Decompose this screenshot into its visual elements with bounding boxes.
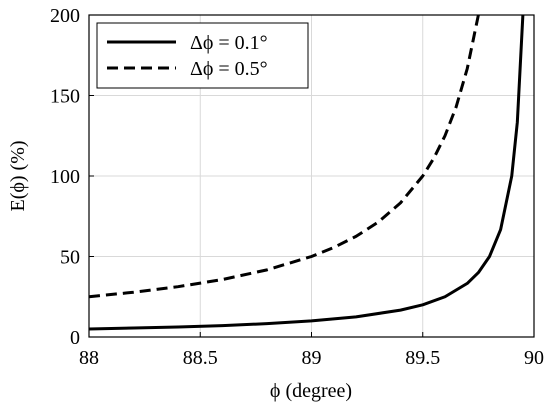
series-lines	[88, 14, 525, 331]
series-line-2	[88, 14, 480, 299]
x-tick-label: 89.5	[405, 347, 440, 369]
y-tick-label: 200	[50, 5, 80, 27]
y-tick-label: 50	[60, 247, 80, 269]
legend: Δϕ = 0.1° Δϕ = 0.5°	[96, 22, 309, 89]
y-tick-label: 0	[70, 327, 80, 349]
series-line-1	[88, 14, 525, 331]
x-tick-label: 89	[302, 347, 322, 369]
ticks	[88, 14, 535, 338]
y-tick-label: 100	[50, 166, 80, 188]
legend-label-series-1: Δϕ = 0.1°	[190, 32, 268, 54]
legend-box	[96, 22, 309, 89]
x-tick-labels: 88 88.5 89 89.5 90	[79, 347, 544, 369]
y-axis-label: E(ϕ) (%)	[7, 140, 29, 211]
x-tick-label: 90	[524, 347, 544, 369]
x-tick-label: 88.5	[183, 347, 218, 369]
legend-label-series-2: Δϕ = 0.5°	[190, 58, 268, 80]
y-tick-label: 150	[50, 86, 80, 108]
x-axis-label: ϕ (degree)	[270, 380, 352, 402]
y-tick-labels: 0 50 100 150 200	[50, 5, 80, 349]
x-tick-label: 88	[79, 347, 99, 369]
